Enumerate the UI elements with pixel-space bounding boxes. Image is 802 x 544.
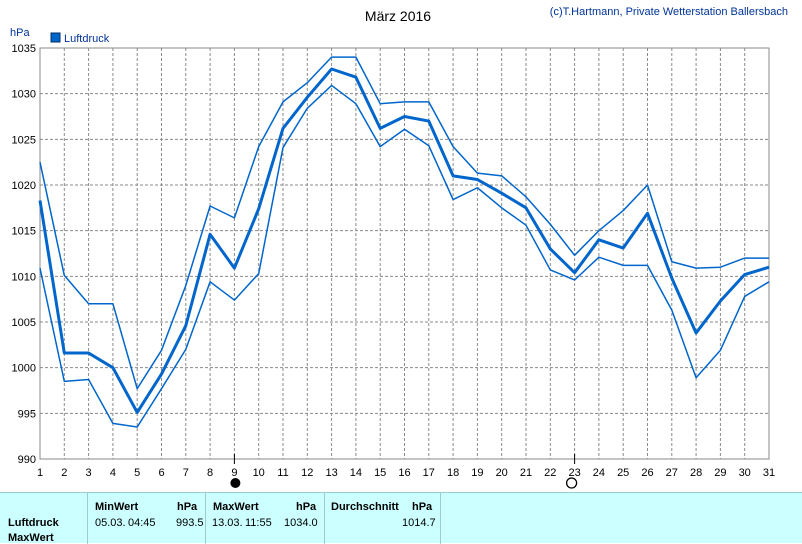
copyright-note: (c)T.Hartmann, Private Wetterstation Bal…: [550, 6, 788, 18]
x-tick-label: 16: [398, 467, 410, 479]
y-tick-label: 1015: [12, 226, 36, 238]
summary-divider: [205, 493, 206, 544]
moon-phase-markers: [230, 454, 578, 489]
avg-unit: hPa: [412, 501, 433, 513]
legend-label: Luftdruck: [64, 33, 110, 45]
avg-header: Durchschnitt: [331, 501, 399, 513]
y-tick-label: 1035: [12, 43, 36, 55]
x-tick-label: 7: [183, 467, 189, 479]
x-tick-label: 12: [301, 467, 313, 479]
x-tick-label: 1: [37, 467, 43, 479]
legend-swatch: [50, 32, 61, 43]
x-tick-label: 15: [374, 467, 386, 479]
max-value: 1034.0: [284, 517, 318, 529]
y-axis-unit: hPa: [10, 27, 30, 39]
summary-table: Luftdruck MaxWert MinWert hPa 05.03. 04:…: [0, 492, 802, 544]
x-tick-label: 31: [763, 467, 775, 479]
x-tick-label: 17: [423, 467, 435, 479]
series-lines: [38, 56, 770, 428]
x-tick-label: 2: [61, 467, 67, 479]
x-tick-label: 6: [158, 467, 164, 479]
chart-title: März 2016: [365, 8, 431, 24]
avg-value: 1014.7: [402, 517, 436, 529]
x-tick-label: 9: [231, 467, 237, 479]
summary-divider: [440, 493, 441, 544]
summary-row-label: Luftdruck: [8, 517, 59, 529]
min-date: 05.03.: [95, 517, 126, 529]
min-header: MinWert: [95, 501, 139, 513]
series-line-min: [39, 84, 770, 428]
y-tick-label: 1020: [12, 180, 36, 192]
full-moon-icon: [230, 478, 241, 488]
x-tick-label: 20: [496, 467, 508, 479]
x-tick-label: 25: [617, 467, 629, 479]
max-time: 11:55: [245, 517, 272, 529]
x-tick-label: 14: [350, 467, 362, 479]
max-unit: hPa: [296, 501, 317, 513]
y-tick-label: 1005: [12, 317, 36, 329]
x-tick-label: 13: [325, 467, 337, 479]
y-axis-ticks: 990 995 1000 1005 1010 1015 1020 1025 1030 1035: [12, 43, 36, 466]
x-tick-label: 30: [739, 467, 751, 479]
grid: [40, 48, 769, 459]
x-tick-label: 18: [447, 467, 459, 479]
min-value: 993.5: [176, 517, 204, 529]
x-tick-label: 24: [593, 467, 605, 479]
max-header: MaxWert: [213, 501, 259, 513]
min-time: 04:45: [128, 517, 156, 529]
y-tick-label: 995: [18, 408, 36, 420]
new-moon-icon: [565, 477, 578, 489]
x-axis-ticks: 1 2 3 4 5 6 7 8 9 10 11 12 13 14 15 16 17 18 19 20 21 22 23 24 2…: [37, 467, 775, 479]
y-tick-label: 1030: [12, 89, 36, 101]
series-line-mean: [38, 67, 770, 414]
x-tick-label: 3: [86, 467, 92, 479]
summary-divider: [324, 493, 325, 544]
x-tick-label: 8: [207, 467, 213, 479]
x-tick-label: 28: [690, 467, 702, 479]
chart: März 2016 (c)T.Hartmann, Private Wetters…: [10, 6, 788, 489]
x-tick-label: 22: [544, 467, 556, 479]
min-unit: hPa: [177, 501, 198, 513]
y-tick-label: 1010: [12, 271, 36, 283]
x-tick-label: 11: [277, 467, 288, 479]
max-date: 13.03.: [212, 517, 243, 529]
x-tick-label: 4: [110, 467, 116, 479]
y-tick-label: 1000: [12, 363, 36, 375]
series-line-max: [39, 56, 769, 390]
x-tick-label: 26: [641, 467, 653, 479]
x-tick-label: 27: [666, 467, 678, 479]
x-tick-label: 5: [134, 467, 140, 479]
summary-row-label: MaxWert: [8, 532, 54, 544]
x-tick-label: 23: [568, 467, 580, 479]
x-tick-label: 10: [253, 467, 265, 479]
y-tick-label: 990: [18, 454, 36, 466]
x-tick-label: 29: [714, 467, 726, 479]
x-tick-label: 21: [520, 467, 532, 479]
summary-divider: [87, 493, 88, 544]
y-tick-label: 1025: [12, 134, 36, 146]
x-tick-label: 19: [471, 467, 483, 479]
